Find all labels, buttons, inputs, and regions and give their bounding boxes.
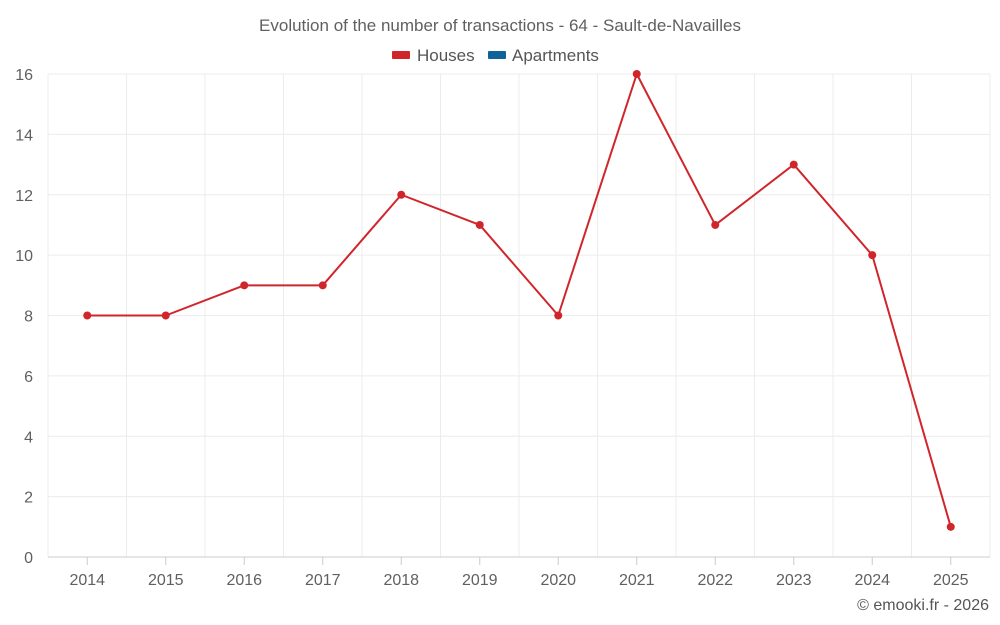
data-point-houses-2021[interactable] — [632, 70, 641, 78]
data-point-houses-2019[interactable] — [475, 220, 484, 229]
x-tick-label-2020: 2020 — [540, 572, 576, 589]
y-tick-label: 12 — [15, 188, 33, 205]
legend-item-apartments[interactable]: Apartments — [488, 46, 599, 65]
data-point-houses-2022[interactable] — [711, 220, 720, 229]
x-tick-label-2025: 2025 — [933, 572, 969, 589]
x-tick-label-2015: 2015 — [148, 572, 184, 589]
series-line-houses — [87, 73, 952, 528]
x-axis: 2014 2015 2016 2017 2018 2019 2020 2021 2022 2023… — [48, 556, 990, 589]
data-point-houses-2024[interactable] — [868, 251, 877, 260]
legend-label-apartments: Apartments — [512, 46, 599, 65]
x-tick-label-2019: 2019 — [462, 572, 498, 589]
data-point-houses-2017[interactable] — [318, 281, 327, 290]
x-tick-label-2023: 2023 — [776, 572, 812, 589]
legend-item-houses[interactable]: Houses — [392, 46, 475, 65]
x-tick-label-2021: 2021 — [619, 572, 655, 589]
x-tick-label-2016: 2016 — [226, 572, 262, 589]
data-point-houses-2025[interactable] — [946, 522, 955, 531]
legend-label-houses: Houses — [417, 46, 475, 65]
x-tick-label-2014: 2014 — [69, 572, 105, 589]
x-tick-label-2018: 2018 — [383, 572, 419, 589]
grid — [47, 73, 991, 557]
y-tick-label: 8 — [24, 309, 33, 326]
y-tick-label: 16 — [15, 67, 33, 84]
y-tick-label: 4 — [24, 429, 33, 446]
x-tick-label-2017: 2017 — [305, 572, 341, 589]
x-tick-label-2024: 2024 — [854, 572, 890, 589]
y-tick-label: 10 — [15, 248, 33, 265]
legend-swatch-houses — [392, 51, 410, 59]
chart-title: Evolution of the number of transactions … — [259, 16, 741, 35]
legend: Houses Apartments — [392, 46, 599, 65]
y-tick-label: 0 — [24, 550, 33, 567]
legend-swatch-apartments — [488, 51, 506, 59]
y-tick-label: 6 — [24, 369, 33, 386]
data-point-houses-2023[interactable] — [789, 160, 798, 169]
credit-text: © emooki.fr - 2026 — [857, 597, 989, 614]
series-houses — [83, 70, 955, 531]
data-point-houses-2015[interactable] — [161, 311, 170, 320]
y-tick-label: 14 — [15, 127, 33, 144]
y-axis: 0 2 4 6 8 10 12 14 16 — [15, 67, 33, 567]
data-point-houses-2016[interactable] — [240, 281, 249, 290]
x-tick-label-2022: 2022 — [697, 572, 733, 589]
data-point-houses-2018[interactable] — [397, 190, 406, 199]
y-tick-label: 2 — [24, 490, 33, 507]
data-point-houses-2014[interactable] — [83, 311, 92, 320]
data-point-houses-2020[interactable] — [554, 311, 563, 320]
